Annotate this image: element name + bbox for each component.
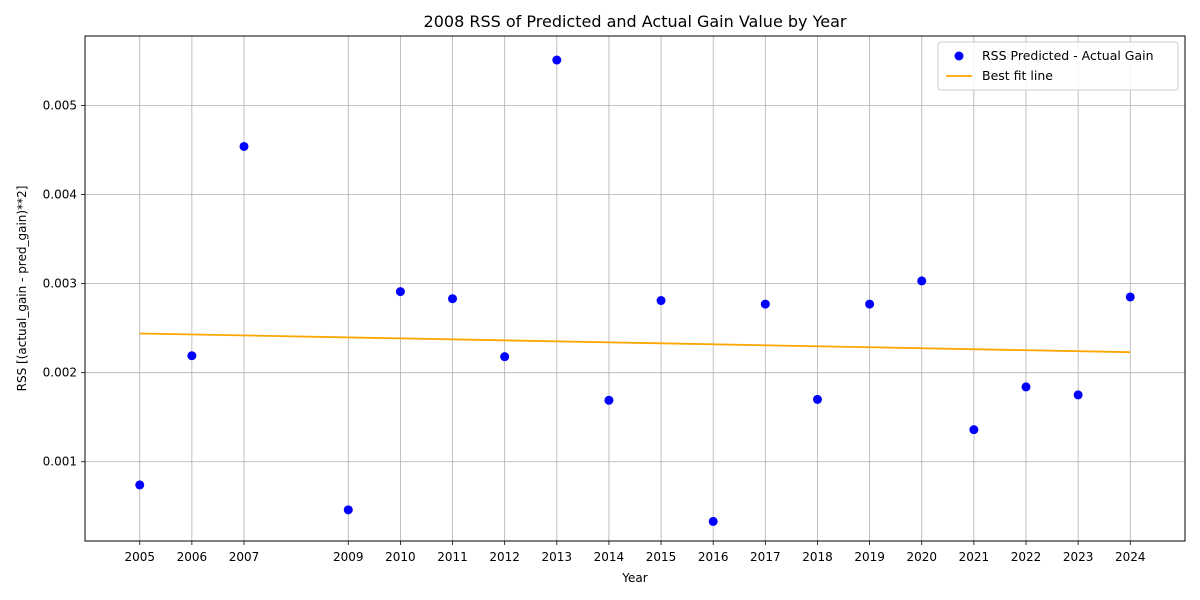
- data-point: [552, 55, 562, 65]
- x-tick-label: 2024: [1115, 550, 1146, 564]
- data-point: [917, 276, 927, 286]
- best-fit-line: [139, 332, 1131, 354]
- y-tick-label: 0.005: [43, 98, 77, 112]
- y-tick-label: 0.002: [43, 366, 77, 380]
- x-axis-label: Year: [621, 571, 647, 585]
- data-point: [969, 425, 979, 435]
- x-tick-label: 2006: [177, 550, 208, 564]
- data-point: [239, 141, 249, 151]
- x-tick-label: 2013: [542, 550, 573, 564]
- data-point: [656, 296, 666, 306]
- grid: [85, 36, 1185, 541]
- data-point: [760, 299, 770, 309]
- x-tick-label: 2012: [489, 550, 520, 564]
- x-tick-label: 2019: [854, 550, 885, 564]
- legend-marker-scatter: [954, 51, 964, 61]
- x-tick-label: 2015: [646, 550, 677, 564]
- data-point: [395, 287, 405, 297]
- legend-label-scatter: RSS Predicted - Actual Gain: [982, 48, 1154, 63]
- x-tick-label: 2009: [333, 550, 364, 564]
- y-axis-label: RSS [(actual_gain - pred_gain)**2]: [15, 186, 29, 392]
- x-tick-label: 2016: [698, 550, 729, 564]
- data-point: [812, 394, 822, 404]
- y-axis: 0.001 0.002 0.003 0.004 0.005: [43, 98, 85, 469]
- legend-label-line: Best fit line: [982, 68, 1053, 83]
- data-point: [865, 299, 875, 309]
- chart-title: 2008 RSS of Predicted and Actual Gain Va…: [424, 12, 847, 31]
- x-tick-label: 2014: [594, 550, 625, 564]
- y-tick-label: 0.004: [43, 188, 77, 202]
- legend: RSS Predicted - Actual Gain Best fit lin…: [937, 41, 1179, 91]
- x-tick-label: 2005: [124, 550, 155, 564]
- x-tick-label: 2011: [437, 550, 468, 564]
- x-tick-label: 2007: [229, 550, 260, 564]
- data-point: [500, 352, 510, 362]
- y-tick-label: 0.001: [43, 455, 77, 469]
- x-tick-label: 2021: [959, 550, 990, 564]
- data-point: [1073, 390, 1083, 400]
- x-tick-label: 2010: [385, 550, 416, 564]
- plot-area: [135, 55, 1135, 526]
- x-tick-label: 2018: [802, 550, 833, 564]
- data-point: [708, 516, 718, 526]
- x-tick-label: 2020: [906, 550, 937, 564]
- data-point: [604, 395, 614, 405]
- data-point: [1125, 292, 1135, 302]
- plot-frame: [84, 35, 1186, 542]
- data-point: [343, 505, 353, 515]
- x-axis: 2005 2006 2007 2009 2010 2011 2012 2013 2014 2015…: [124, 541, 1146, 564]
- data-point: [448, 294, 458, 304]
- x-tick-label: 2022: [1011, 550, 1042, 564]
- x-tick-label: 2017: [750, 550, 781, 564]
- y-tick-label: 0.003: [43, 277, 77, 291]
- data-point: [187, 351, 197, 361]
- legend-box: [937, 41, 1179, 91]
- data-point: [135, 480, 145, 490]
- x-tick-label: 2023: [1063, 550, 1094, 564]
- data-point: [1021, 382, 1031, 392]
